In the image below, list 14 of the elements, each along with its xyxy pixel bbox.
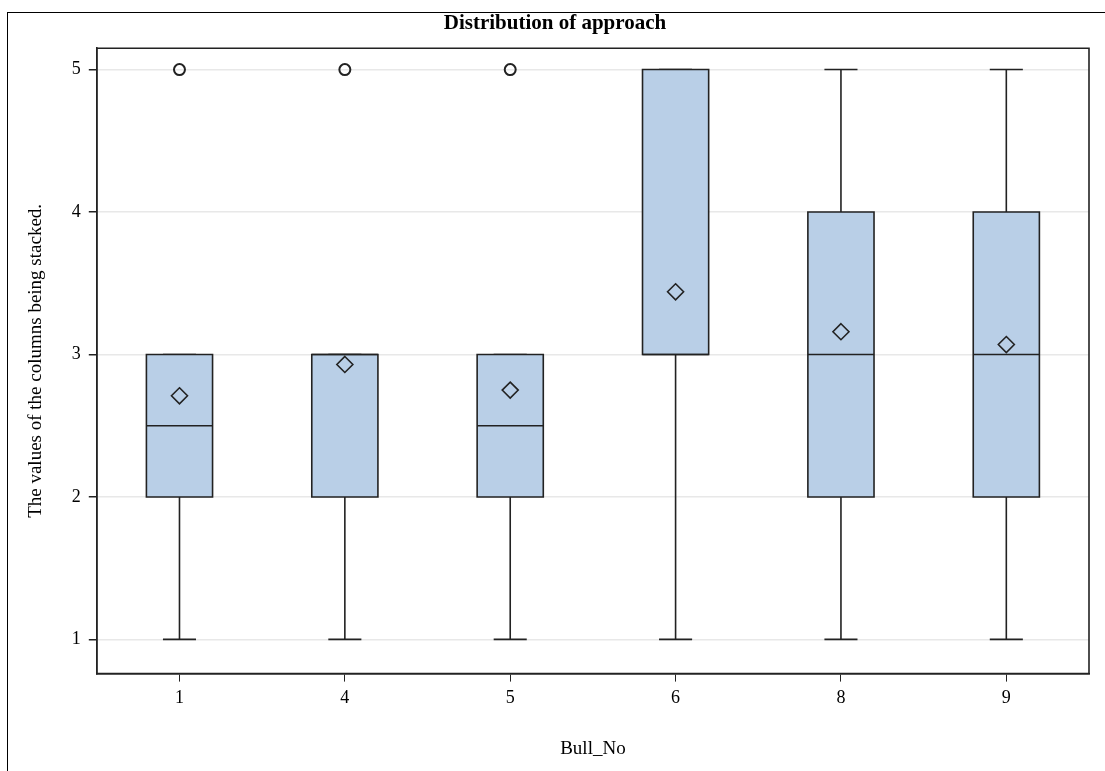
y-axis-title: The values of the columns being stacked. [24,203,46,518]
y-tick-label: 4 [71,200,81,221]
chart-title: Distribution of approach [443,10,667,35]
y-tick-label: 3 [71,343,81,364]
x-tick-label: 1 [174,687,184,708]
x-tick-label: 8 [836,687,846,708]
x-tick-label: 4 [340,687,350,708]
y-tick-label: 1 [71,628,81,649]
x-tick-label: 6 [671,687,681,708]
y-tick-label: 2 [71,485,81,506]
y-tick-label: 5 [71,58,81,79]
x-tick-label: 5 [505,687,515,708]
x-tick-label: 9 [1001,687,1011,708]
x-axis-title: Bull_No [560,736,626,758]
